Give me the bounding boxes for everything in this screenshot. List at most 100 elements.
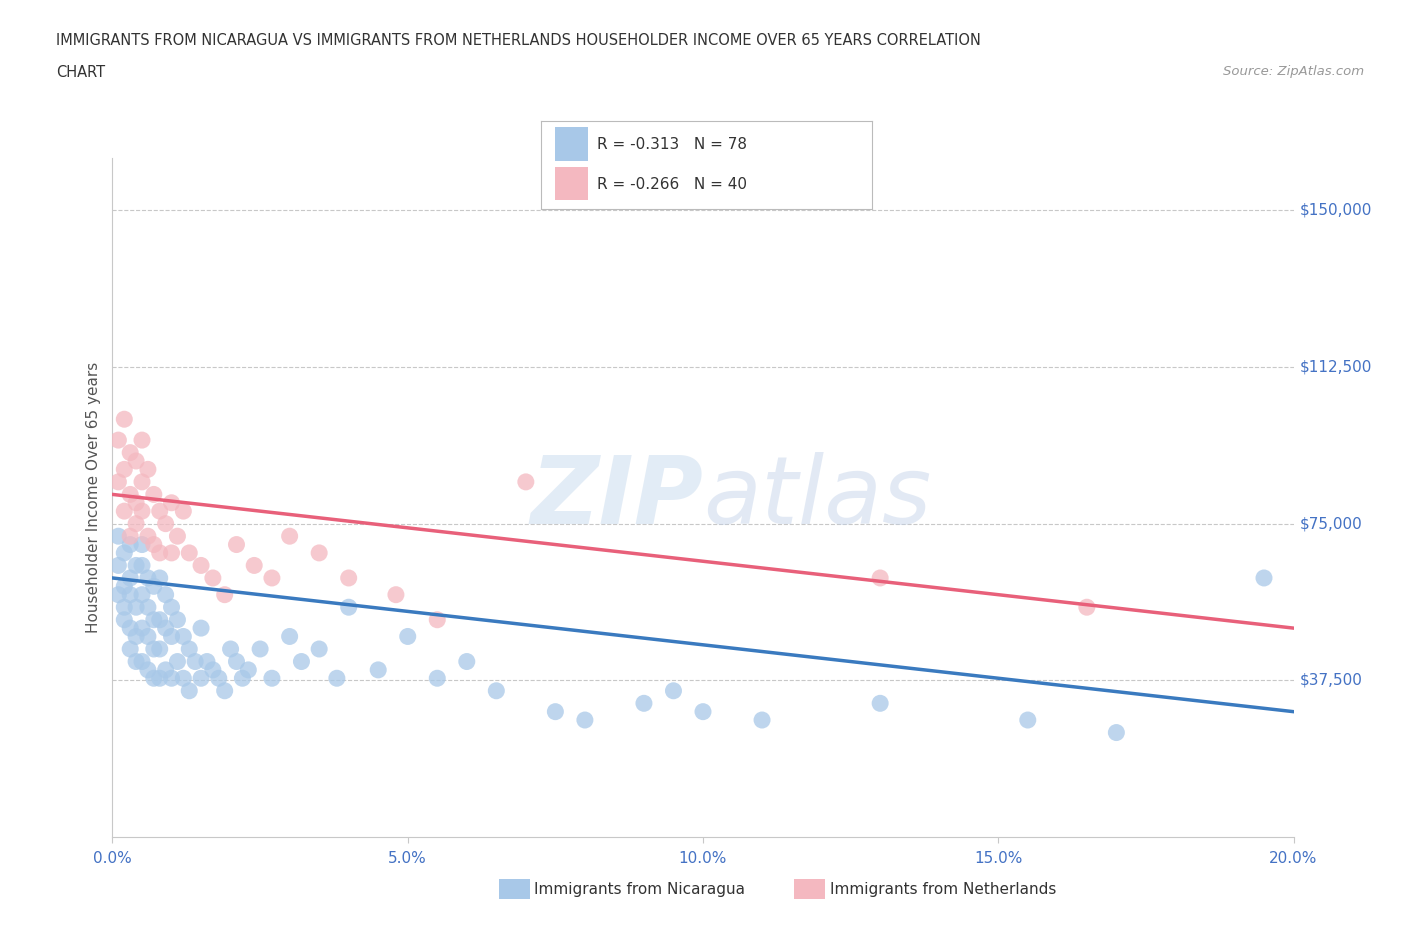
Point [142,642,165,657]
Point [426,671,449,685]
Point [290,654,312,669]
Point [136,570,159,585]
Point [243,558,266,573]
Point [662,684,685,698]
Point [201,662,224,677]
Point [249,642,271,657]
Point [692,704,714,719]
Point [160,600,183,615]
Text: Immigrants from Netherlands: Immigrants from Netherlands [830,882,1056,897]
Point [107,474,129,489]
Point [574,712,596,727]
Point [112,578,135,593]
Point [308,546,330,561]
Point [225,538,247,552]
Point [125,629,148,644]
Text: ZIP: ZIP [530,452,703,543]
Text: $37,500: $37,500 [1299,672,1362,688]
Point [337,570,360,585]
Text: 20.0%: 20.0% [1270,851,1317,866]
Point [142,578,165,593]
Point [751,712,773,727]
Point [1076,600,1098,615]
Point [208,671,231,685]
Point [112,600,135,615]
Point [155,587,177,602]
Point [136,662,159,677]
Point [125,516,148,531]
Text: atlas: atlas [703,452,931,543]
Point [172,629,194,644]
Point [107,529,129,544]
Point [278,529,301,544]
Text: 5.0%: 5.0% [388,851,427,866]
Point [149,671,172,685]
Point [142,538,165,552]
Point [107,558,129,573]
Point [131,587,153,602]
Point [179,642,201,657]
Point [195,654,218,669]
Point [326,671,349,685]
Point [160,629,183,644]
Point [125,496,148,511]
Point [238,662,260,677]
Point [149,642,172,657]
Point [125,654,148,669]
Point [214,684,236,698]
Point [172,504,194,519]
Point [155,662,177,677]
Point [131,620,153,635]
Point [142,671,165,685]
Point [112,546,135,561]
Text: $75,000: $75,000 [1299,516,1362,531]
Point [184,654,207,669]
Point [120,620,142,635]
Point [120,570,142,585]
Point [125,558,148,573]
Point [278,629,301,644]
Point [131,432,153,447]
Point [120,538,142,552]
Point [112,412,135,427]
Point [426,612,449,627]
Text: R = -0.266   N = 40: R = -0.266 N = 40 [598,177,748,192]
Point [149,504,172,519]
Point [308,642,330,657]
Point [367,662,389,677]
Point [131,504,153,519]
Point [166,529,188,544]
Point [120,642,142,657]
Text: 15.0%: 15.0% [974,851,1022,866]
Point [396,629,419,644]
Point [201,570,224,585]
Point [190,558,212,573]
Bar [554,166,588,201]
Point [155,516,177,531]
Point [160,496,183,511]
Point [515,474,537,489]
Text: 10.0%: 10.0% [679,851,727,866]
Text: Source: ZipAtlas.com: Source: ZipAtlas.com [1223,65,1364,78]
Point [136,529,159,544]
Point [179,684,201,698]
Point [1253,570,1275,585]
Point [131,474,153,489]
Point [179,546,201,561]
Point [190,671,212,685]
Point [155,620,177,635]
Point [136,462,159,477]
Bar [554,127,588,161]
Point [120,529,142,544]
Point [1017,712,1039,727]
Point [112,504,135,519]
Point [1105,725,1128,740]
Point [633,696,655,711]
Point [260,570,283,585]
Point [149,612,172,627]
Y-axis label: Householder Income Over 65 years: Householder Income Over 65 years [86,362,101,633]
Point [107,432,129,447]
Point [149,570,172,585]
Point [172,671,194,685]
Text: 0.0%: 0.0% [93,851,132,866]
